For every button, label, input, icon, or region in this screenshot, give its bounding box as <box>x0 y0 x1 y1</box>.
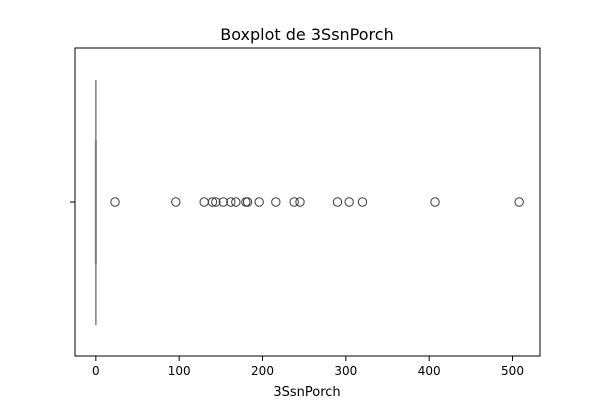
plot-area-frame <box>74 47 541 357</box>
outlier-point <box>332 197 343 207</box>
outlier-point <box>218 197 229 207</box>
outlier-point <box>357 197 368 207</box>
outlier-point <box>271 197 281 207</box>
x-axis-ticks: 0 100 200 300 400 500 <box>92 356 524 378</box>
outlier-point <box>514 197 524 207</box>
outlier-point <box>226 197 236 207</box>
x-axis-label: 3SsnPorch <box>273 385 340 400</box>
outlier-point <box>289 197 299 207</box>
outlier-points <box>110 197 524 207</box>
x-tick-label: 400 <box>418 364 441 378</box>
outlier-point <box>207 197 218 207</box>
x-tick-label: 500 <box>501 364 524 378</box>
outlier-point <box>231 197 241 207</box>
x-tick-label: 0 <box>92 364 100 378</box>
outlier-point <box>430 197 440 207</box>
outlier-point <box>171 197 181 207</box>
x-tick-label: 300 <box>334 364 357 378</box>
outlier-point <box>295 197 305 207</box>
outlier-point <box>110 197 120 207</box>
outlier-point <box>344 197 354 207</box>
chart-title: Boxplot de 3SsnPorch <box>220 25 393 44</box>
outlier-point <box>254 197 264 207</box>
x-tick-label: 100 <box>168 364 191 378</box>
outlier-point <box>199 197 209 207</box>
x-tick-label: 200 <box>251 364 274 378</box>
outlier-point <box>242 197 253 207</box>
outlier-point <box>211 197 221 207</box>
